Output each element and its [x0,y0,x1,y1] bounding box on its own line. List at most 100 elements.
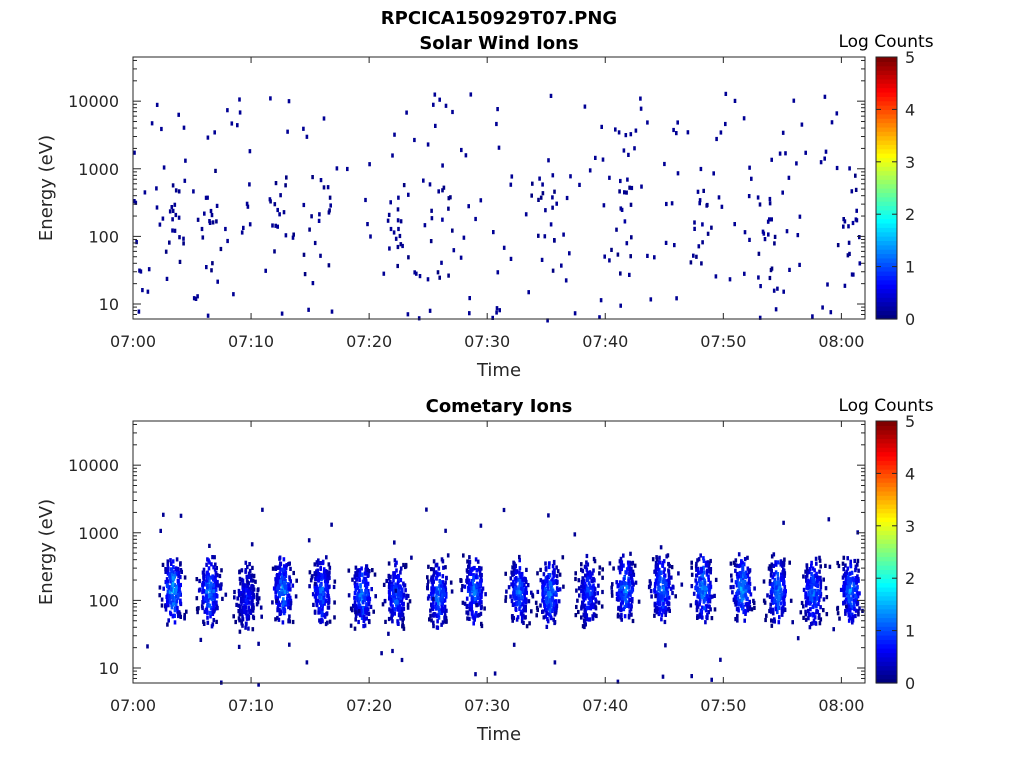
heatmap-cell [690,584,694,589]
heatmap-cell [249,610,253,615]
heatmap-cell [480,573,483,578]
heatmap-cell [545,579,549,584]
heatmap-cell [551,173,555,178]
heatmap-cell [294,594,298,599]
heatmap-cell [369,604,373,609]
heatmap-cell [520,611,524,616]
heatmap-cell [778,615,781,620]
heatmap-cell [819,617,823,622]
heatmap-cell [555,604,558,609]
heatmap-cell [198,587,202,592]
heatmap-cell [472,599,475,604]
heatmap-cell [426,575,429,580]
heatmap-cell [599,298,603,303]
heatmap-cell [469,92,473,97]
heatmap-cell [703,597,707,602]
heatmap-cell [777,587,781,592]
heatmap-cell [429,613,432,618]
heatmap-cell [629,574,633,579]
heatmap-cell [656,564,659,569]
heatmap-cell [255,592,259,598]
heatmap-cell [441,593,444,598]
heatmap-cell [166,600,169,606]
heatmap-cell [394,563,397,568]
heatmap-cell [573,311,577,316]
heatmap-cell [792,98,796,103]
heatmap-cell [383,598,387,604]
heatmap-cell [777,620,781,625]
heatmap-cell [404,564,408,569]
heatmap-cell [767,232,770,237]
heatmap-cell [215,581,219,586]
heatmap-cell [703,587,706,592]
heatmap-cell [467,204,470,209]
heatmap-cell [195,596,199,601]
heatmap-cell [696,594,699,599]
heatmap-cell [817,615,821,620]
heatmap-cell [399,616,402,621]
heatmap-cell [742,571,746,576]
heatmap-cell [823,94,827,99]
heatmap-cell [426,596,430,601]
heatmap-cell [854,187,858,192]
heatmap-cell [382,582,386,587]
heatmap-cell [851,220,855,226]
heatmap-cell [279,567,282,572]
heatmap-cell [773,598,777,604]
colorbar-segment [876,661,897,667]
colorbar-segment [876,543,897,549]
heatmap-cell [445,619,448,624]
heatmap-cell [146,289,150,294]
heatmap-cell [583,608,586,613]
heatmap-cell [213,555,216,560]
heatmap-cell [460,587,464,593]
heatmap-cell [841,561,845,566]
heatmap-cell [731,590,734,595]
heatmap-cell [302,202,306,208]
heatmap-cell [740,597,744,603]
heatmap-cell [385,578,388,584]
heatmap-cell [544,608,548,613]
heatmap-cell [782,581,785,586]
heatmap-cell [425,507,428,512]
heatmap-cell [744,575,748,580]
heatmap-cell [214,168,217,173]
y-tick-label: 10 [99,659,119,678]
heatmap-cell [449,580,453,585]
heatmap-cell [254,579,257,584]
heatmap-cell [655,557,659,562]
heatmap-cell [515,602,519,607]
heatmap-cell [698,578,701,583]
heatmap-cell [775,585,778,590]
heatmap-cell [356,583,359,588]
heatmap-cell [846,580,850,585]
heatmap-cell [661,606,665,611]
heatmap-cell [773,583,777,588]
heatmap-cell [809,607,812,612]
heatmap-cell [850,570,854,575]
heatmap-cell [562,232,565,237]
heatmap-cell [610,585,613,590]
heatmap-cell [520,586,523,591]
heatmap-cell [315,586,318,591]
heatmap-cell [665,201,668,207]
colorbar-segment [876,196,897,202]
heatmap-cell [305,134,309,139]
heatmap-cell [280,311,284,316]
heatmap-cell [182,125,186,130]
x-tick-label: 07:30 [464,332,510,351]
heatmap-cell [390,615,393,621]
heatmap-cell [327,263,331,268]
heatmap-cell [521,595,524,600]
colorbar-segment [876,109,897,115]
heatmap-cell [845,585,849,590]
heatmap-cell [173,202,177,207]
heatmap-cell [240,611,244,616]
heatmap-cell [694,585,698,590]
heatmap-cell [288,614,291,619]
heatmap-cell [704,620,707,625]
heatmap-cell [166,622,169,627]
heatmap-cell [210,590,214,595]
heatmap-cell [547,573,551,578]
cometary-panel: Cometary Ions 07:00 07:10 07:20 07:30 07:40 0… [36,396,934,745]
